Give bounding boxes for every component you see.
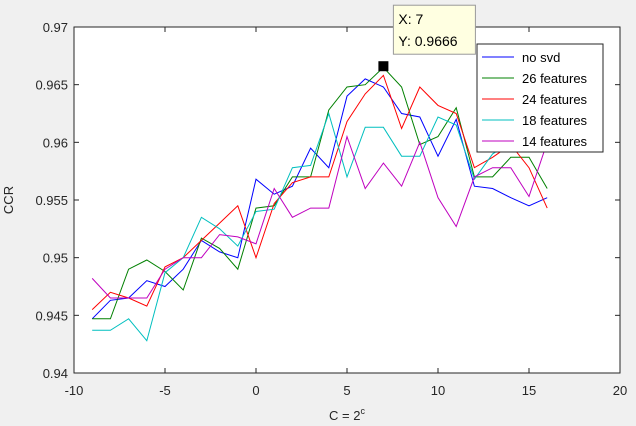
y-tick-label: 0.955 [35, 193, 68, 208]
x-tick-label: 15 [522, 383, 536, 398]
y-tick-label: 0.97 [43, 20, 68, 35]
x-axis-label: C = 2c [329, 406, 365, 423]
legend-entry-label[interactable]: 24 features [522, 92, 588, 107]
y-tick-label: 0.96 [43, 135, 68, 150]
y-axis-label: CCR [1, 186, 16, 214]
legend-box [476, 43, 604, 153]
data-tip-box [392, 4, 476, 55]
x-tick-label: 10 [431, 383, 445, 398]
y-tick-label: 0.94 [43, 366, 68, 381]
series-line-24-features[interactable] [91, 74, 548, 310]
x-tick-label: 20 [613, 383, 627, 398]
x-tick-label: 5 [343, 383, 350, 398]
legend-entry-label[interactable]: 14 features [522, 134, 588, 149]
y-tick-label: 0.945 [35, 308, 68, 323]
data-tip-x: X: 7 [398, 11, 423, 27]
series-line-14-features[interactable] [91, 134, 548, 299]
legend-entry-label[interactable]: no svd [522, 50, 560, 65]
legend-entry-label[interactable]: 26 features [522, 71, 588, 86]
x-tick-label: -5 [159, 383, 171, 398]
legend-entry-label[interactable]: 18 features [522, 113, 588, 128]
x-axis-label-superscript: c [360, 406, 365, 416]
legend[interactable]: no svd 26 features 24 features 18 features 1… [476, 43, 604, 153]
x-axis-ticks: -10 -5 0 5 10 15 20 [65, 27, 627, 398]
y-axis-ticks: 0.94 0.945 0.95 0.955 0.96 0.965 0.97 [35, 20, 620, 381]
data-tip-marker[interactable] [378, 61, 389, 72]
y-tick-label: 0.965 [35, 78, 68, 93]
series-line-18-features[interactable] [92, 111, 548, 342]
x-tick-label: 0 [252, 383, 259, 398]
data-tip[interactable]: X: 7 Y: 0.9666 [378, 4, 476, 72]
series-line-26-features[interactable] [92, 66, 548, 320]
series-group [91, 66, 548, 342]
y-tick-label: 0.95 [43, 251, 68, 266]
x-tick-label: -10 [65, 383, 84, 398]
data-tip-y: Y: 0.9666 [398, 33, 457, 49]
series-line-no-svd[interactable] [91, 78, 548, 320]
